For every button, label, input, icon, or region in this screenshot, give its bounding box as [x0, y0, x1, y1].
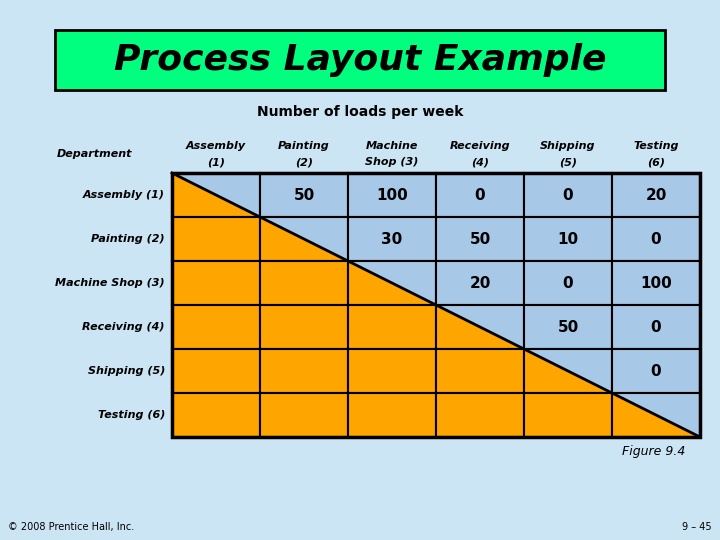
Text: Receiving (4): Receiving (4) — [83, 322, 165, 332]
Bar — [172, 305, 260, 349]
Text: Process Layout Example: Process Layout Example — [114, 43, 606, 77]
Bar — [524, 173, 612, 217]
Text: 50: 50 — [469, 232, 490, 246]
Text: Figure 9.4: Figure 9.4 — [621, 446, 685, 458]
Text: Painting (2): Painting (2) — [91, 234, 165, 244]
Bar — [436, 393, 524, 437]
Polygon shape — [260, 217, 348, 261]
Bar — [260, 261, 348, 305]
Text: (1): (1) — [207, 157, 225, 167]
Bar — [612, 173, 700, 217]
Text: (6): (6) — [647, 157, 665, 167]
Text: 100: 100 — [640, 275, 672, 291]
Text: Receiving: Receiving — [450, 140, 510, 151]
Bar — [260, 217, 348, 261]
Text: Number of loads per week: Number of loads per week — [257, 105, 463, 119]
Text: 50: 50 — [557, 320, 579, 334]
Text: 0: 0 — [651, 232, 661, 246]
Text: (4): (4) — [471, 157, 489, 167]
Bar — [612, 393, 700, 437]
Polygon shape — [260, 217, 348, 261]
Bar — [436, 173, 524, 217]
Bar — [348, 261, 436, 305]
Bar — [172, 349, 260, 393]
Bar — [172, 173, 700, 437]
Polygon shape — [436, 305, 524, 349]
Text: Testing (6): Testing (6) — [98, 410, 165, 420]
Text: 100: 100 — [376, 187, 408, 202]
Text: 0: 0 — [474, 187, 485, 202]
Text: Shop (3): Shop (3) — [365, 157, 419, 167]
Bar — [436, 261, 524, 305]
Bar — [524, 217, 612, 261]
Text: 20: 20 — [645, 187, 667, 202]
Bar — [348, 217, 436, 261]
Text: Assembly (1): Assembly (1) — [83, 190, 165, 200]
Bar — [524, 305, 612, 349]
FancyBboxPatch shape — [55, 30, 665, 90]
Polygon shape — [524, 349, 612, 393]
Bar — [524, 393, 612, 437]
Text: 20: 20 — [469, 275, 491, 291]
Bar — [172, 173, 260, 217]
Text: Shipping: Shipping — [540, 140, 595, 151]
Bar — [612, 217, 700, 261]
Bar — [260, 349, 348, 393]
Bar — [348, 393, 436, 437]
Bar — [260, 305, 348, 349]
Bar — [612, 305, 700, 349]
Bar — [260, 173, 348, 217]
Bar — [348, 173, 436, 217]
Text: Testing: Testing — [634, 140, 679, 151]
Bar — [260, 393, 348, 437]
Polygon shape — [348, 261, 436, 305]
Polygon shape — [612, 393, 700, 437]
Text: 0: 0 — [563, 275, 573, 291]
Polygon shape — [348, 261, 436, 305]
Polygon shape — [612, 393, 700, 437]
Bar — [524, 349, 612, 393]
Text: Painting: Painting — [278, 140, 330, 151]
Text: (5): (5) — [559, 157, 577, 167]
Bar — [172, 393, 260, 437]
Bar — [612, 349, 700, 393]
Text: 9 – 45: 9 – 45 — [683, 522, 712, 532]
Text: 0: 0 — [651, 363, 661, 379]
Bar — [172, 217, 260, 261]
Text: 0: 0 — [563, 187, 573, 202]
Bar — [348, 305, 436, 349]
Bar — [612, 261, 700, 305]
Text: Department: Department — [58, 149, 132, 159]
Polygon shape — [524, 349, 612, 393]
Bar — [348, 349, 436, 393]
Bar — [172, 261, 260, 305]
Polygon shape — [436, 305, 524, 349]
Text: Shipping (5): Shipping (5) — [88, 366, 165, 376]
Text: 0: 0 — [651, 320, 661, 334]
Text: 10: 10 — [557, 232, 579, 246]
Text: 50: 50 — [293, 187, 315, 202]
Polygon shape — [172, 173, 260, 217]
Bar — [436, 305, 524, 349]
Text: Assembly: Assembly — [186, 140, 246, 151]
Polygon shape — [172, 173, 260, 217]
Bar — [436, 217, 524, 261]
Text: © 2008 Prentice Hall, Inc.: © 2008 Prentice Hall, Inc. — [8, 522, 134, 532]
Text: 30: 30 — [382, 232, 402, 246]
Bar — [436, 349, 524, 393]
Text: Machine: Machine — [366, 140, 418, 151]
Text: (2): (2) — [295, 157, 313, 167]
Bar — [524, 261, 612, 305]
Text: Machine Shop (3): Machine Shop (3) — [55, 278, 165, 288]
